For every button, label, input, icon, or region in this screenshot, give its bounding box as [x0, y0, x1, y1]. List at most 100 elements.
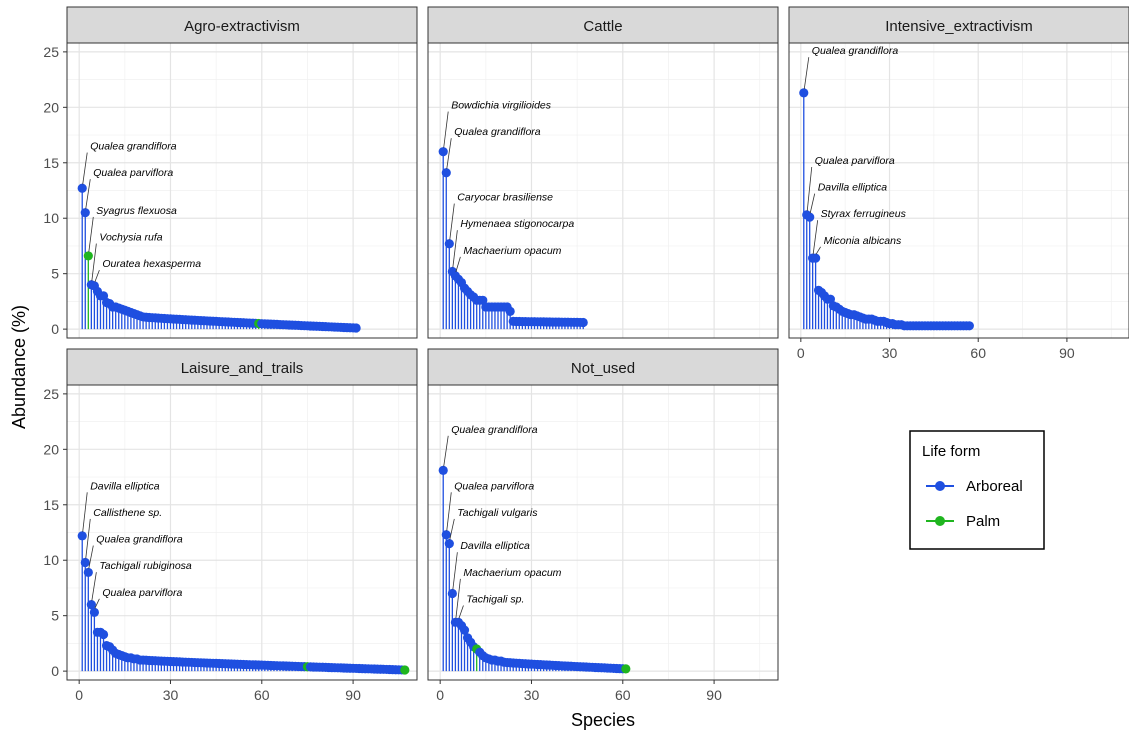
panel-strip: [788, 6, 1129, 44]
annotation-leader: [91, 243, 97, 281]
x-axis-title: Species: [571, 710, 635, 730]
species-annotation: Bowdichia virgilioides: [451, 100, 552, 112]
x-tick-label: 60: [254, 687, 270, 703]
panel-border: [427, 42, 779, 339]
x-tick-label: 60: [970, 345, 986, 361]
species-point: [351, 323, 361, 333]
annotation-leader: [94, 269, 100, 283]
legend-key-palm-dot: [935, 516, 945, 526]
panel-border: [66, 42, 418, 339]
y-axis-title: Abundance (%): [9, 305, 29, 429]
panel-3: Intensive_extractivism Qualea grandiflora…: [788, 6, 1129, 361]
annotation-leader: [446, 138, 452, 169]
legend-title: Life form: [922, 443, 980, 460]
panel-strip: [66, 6, 418, 44]
annotation-leader: [85, 518, 91, 559]
species-annotation: Qualea grandiflora: [90, 141, 177, 153]
panel-title: Not_used: [571, 360, 635, 377]
species-point: [459, 625, 470, 635]
panel-title: Intensive_extractivism: [885, 18, 1033, 35]
annotation-leader: [446, 492, 452, 531]
panel-border: [427, 384, 779, 681]
annotation-leader: [803, 57, 810, 89]
species-annotation: Qualea grandiflora: [454, 126, 541, 138]
species-annotation: Styrax ferrugineus: [821, 208, 907, 220]
species-point: [805, 212, 815, 222]
species-point: [98, 629, 109, 640]
x-tick-label: 30: [524, 687, 540, 703]
annotation-leader: [452, 552, 458, 590]
species-point: [505, 306, 515, 316]
species-point: [83, 567, 93, 578]
annotation-leader: [443, 435, 449, 467]
species-point: [621, 664, 631, 674]
species-annotation: Machaerium opacum: [463, 245, 561, 257]
x-tick-label: 90: [345, 687, 361, 703]
species-annotation: Ouratea hexasperma: [102, 258, 201, 270]
annotation-leader: [449, 203, 455, 240]
y-tick-label: 15: [43, 155, 59, 171]
species-annotation: Qualea grandiflora: [451, 424, 538, 436]
x-tick-label: 60: [615, 687, 631, 703]
legend-entry-arboreal: Arboreal: [966, 478, 1023, 495]
annotation-leader: [809, 193, 816, 214]
panels-layer: Agro-extractivism Qualea grandiflora Quale…: [43, 6, 1129, 703]
annotation-leader: [85, 179, 91, 209]
species-annotation: Qualea grandiflora: [96, 534, 183, 546]
panel-title: Cattle: [583, 18, 622, 35]
panel-title: Agro-extractivism: [184, 18, 300, 35]
species-annotation: Tachigali sp.: [466, 593, 524, 605]
y-tick-label: 15: [43, 497, 59, 513]
annotation-leader: [449, 518, 455, 540]
x-tick-label: 30: [163, 687, 179, 703]
species-point: [964, 321, 974, 331]
species-annotation: Qualea grandiflora: [812, 45, 899, 57]
species-point: [447, 588, 457, 599]
species-annotation: Tachigali vulgaris: [457, 507, 538, 519]
legend-key-arboreal-dot: [935, 481, 945, 491]
annotation-leader: [815, 246, 821, 255]
species-point: [83, 251, 93, 261]
species-annotation: Tachigali rubiginosa: [99, 560, 192, 572]
y-tick-label: 20: [43, 99, 59, 115]
species-annotation: Callisthene sp.: [93, 507, 162, 519]
annotation-leader: [458, 605, 464, 619]
x-tick-label: 30: [882, 345, 898, 361]
annotation-leader: [91, 572, 97, 601]
y-tick-label: 20: [43, 441, 59, 457]
species-point: [444, 538, 454, 549]
y-tick-label: 5: [51, 266, 59, 282]
species-annotation: Davilla elliptica: [90, 480, 160, 492]
legend: Life form Arboreal Palm: [909, 430, 1045, 550]
species-annotation: Machaerium opacum: [463, 567, 561, 579]
panel-2: Cattle Bowdichia virgilioides Qualea grand…: [427, 6, 779, 339]
x-tick-label: 0: [75, 687, 83, 703]
species-annotation: Qualea parviflora: [454, 480, 534, 492]
species-point: [80, 208, 90, 218]
panel-title: Laisure_and_trails: [181, 360, 304, 377]
panel-border: [788, 42, 1129, 339]
annotation-leader: [455, 256, 461, 273]
annotation-leader: [82, 152, 88, 185]
species-annotation: Qualea parviflora: [93, 167, 173, 179]
annotation-leader: [94, 598, 100, 609]
y-tick-label: 25: [43, 386, 59, 402]
annotation-leader: [82, 492, 88, 532]
species-annotation: Vochysia rufa: [99, 232, 162, 244]
species-annotation: Qualea parviflora: [102, 587, 182, 599]
annotation-leader: [455, 578, 461, 619]
annotation-leader: [88, 545, 94, 569]
species-annotation: Caryocar brasiliense: [457, 192, 553, 204]
y-tick-label: 0: [51, 321, 59, 337]
panel-strip: [66, 348, 418, 386]
annotation-leader: [452, 230, 458, 268]
panel-4: Laisure_and_trails Davilla elliptica Calli…: [43, 348, 418, 703]
species-annotation: Hymenaea stigonocarpa: [460, 218, 574, 230]
species-point: [89, 607, 99, 617]
species-point: [578, 317, 588, 328]
annotation-leader: [812, 220, 819, 255]
species-point: [441, 530, 451, 540]
panel-1: Agro-extractivism Qualea grandiflora Quale…: [43, 6, 418, 339]
y-tick-label: 5: [51, 608, 59, 624]
